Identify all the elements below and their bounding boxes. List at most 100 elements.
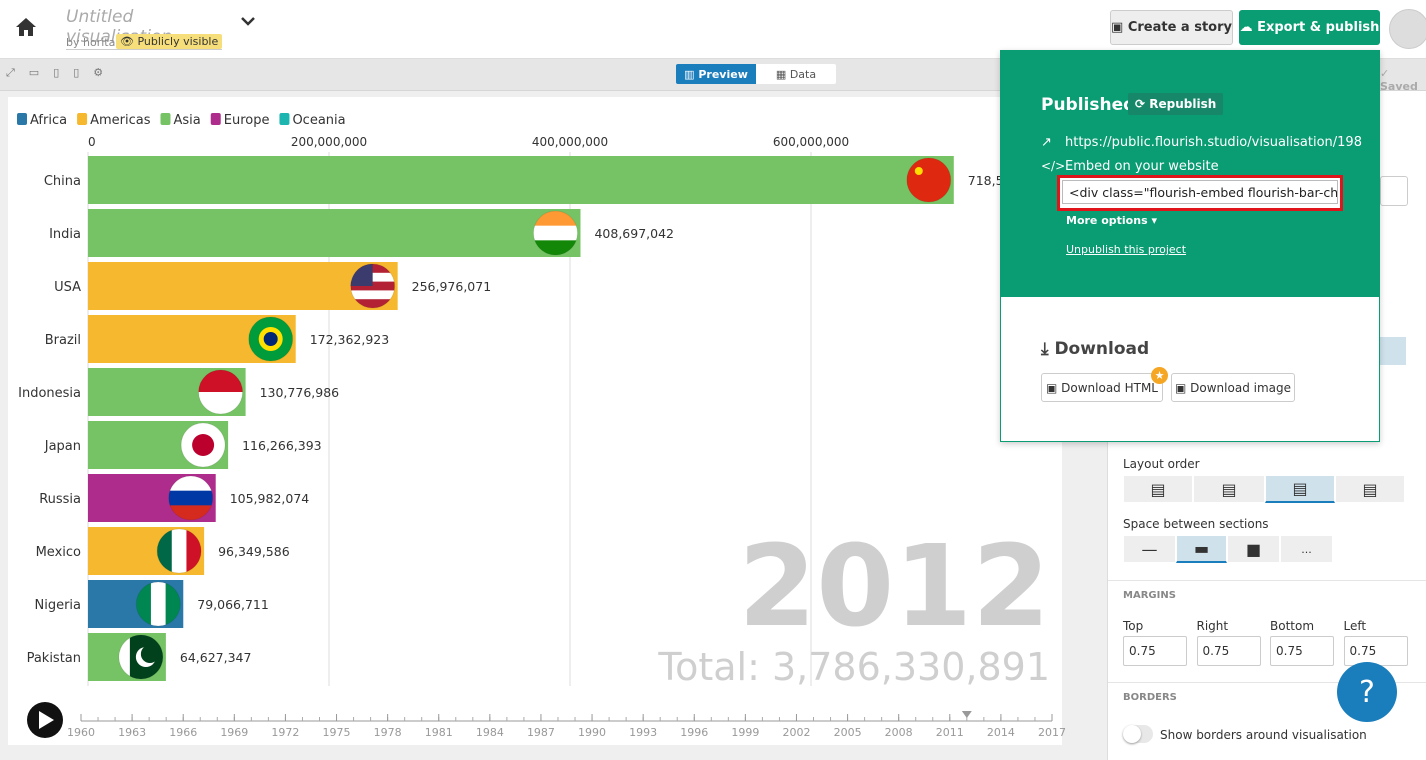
flag-border [168, 475, 214, 521]
value-label: 96,349,586 [218, 544, 290, 559]
flag-moon [140, 645, 159, 663]
margin-label: Right [1196, 619, 1229, 633]
download-html-text: Download HTML [1061, 380, 1158, 395]
flag-stripe [168, 505, 213, 520]
layout-option[interactable]: ▤ [1265, 475, 1335, 503]
timeline-tick-label: 1969 [220, 726, 248, 739]
preview-tab[interactable]: ▥ Preview [676, 64, 756, 84]
total-value: 3,786,330,891 [772, 645, 1050, 689]
margin-input[interactable]: 0.75 [1123, 636, 1187, 666]
y-tick-label: USA [54, 280, 81, 295]
unpublish-link[interactable]: Unpublish this project [1066, 243, 1187, 256]
y-tick-label: India [49, 227, 81, 242]
space-option[interactable]: — [1123, 535, 1176, 563]
help-button[interactable]: ? [1337, 662, 1397, 722]
y-tick-label: China [44, 174, 81, 189]
borders-toggle-label: Show borders around visualisation [1160, 728, 1367, 742]
flag-stripe [157, 529, 173, 573]
timeline-tick-label: 2008 [885, 726, 913, 739]
layout-option[interactable]: ▤ [1193, 475, 1265, 503]
export-text: Export & publish [1257, 20, 1380, 35]
layout-option[interactable]: ▤ [1335, 475, 1405, 503]
more-options[interactable]: More options ▾ [1066, 214, 1157, 227]
value-label: 79,066,711 [197, 597, 269, 612]
device-icons[interactable]: ⤢▭▯▯⚙ [6, 66, 118, 79]
play-button[interactable] [27, 702, 63, 738]
flag-stripe [136, 582, 152, 626]
flag-stripe [129, 635, 142, 679]
byline: by horita [66, 36, 116, 49]
timeline-tick-label: 1978 [374, 726, 402, 739]
y-tick-label: Japan [44, 439, 81, 454]
create-story-button[interactable]: ▣ Create a story [1110, 10, 1233, 45]
flag-border [906, 157, 952, 203]
flag-stripe [533, 225, 578, 241]
download-title-text: Download [1054, 339, 1150, 359]
flag-stripe [168, 490, 213, 506]
margins-title: MARGINS [1123, 590, 1176, 601]
flag-stripe [150, 582, 167, 626]
timeline-tick-label: 1981 [425, 726, 453, 739]
home-icon[interactable] [14, 16, 38, 38]
value-label: 172,362,923 [310, 332, 390, 347]
total-prefix: Total: [657, 645, 760, 689]
legend-swatch [210, 113, 221, 125]
highlight-box: <div class="flourish-embed flourish-bar-… [1057, 175, 1343, 211]
layout-option[interactable]: ▤ [1123, 475, 1193, 503]
borders-toggle[interactable] [1123, 725, 1153, 743]
timeline-marker[interactable] [961, 711, 972, 718]
timeline-tick-label: 1972 [271, 726, 299, 739]
select-box[interactable] [1380, 176, 1408, 206]
preview-text: Preview [698, 67, 748, 81]
value-label: 64,627,347 [180, 650, 252, 665]
flag-stripe [198, 392, 243, 414]
download-image-button[interactable]: ▣ Download image [1171, 373, 1295, 402]
flag-border [532, 210, 578, 256]
value-label: 116,266,393 [242, 438, 322, 453]
bar [88, 156, 954, 204]
download-html-button[interactable]: ▣ Download HTML [1041, 373, 1163, 402]
flag [248, 317, 293, 361]
republish-text: Republish [1149, 97, 1217, 111]
embed-label: Embed on your website [1065, 159, 1219, 174]
header: Untitled visualisation by horita 👁 Publi… [0, 0, 1426, 59]
value-label: 408,697,042 [594, 226, 674, 241]
flag-stripe [350, 290, 395, 300]
avatar[interactable] [1389, 9, 1426, 49]
flag [350, 264, 395, 308]
embed-code-input[interactable]: <div class="flourish-embed flourish-bar-… [1062, 180, 1338, 204]
bar [88, 262, 398, 310]
timeline-tick-label: 2011 [936, 726, 964, 739]
export-button[interactable]: ☁ Export & publish [1239, 10, 1380, 45]
republish-button[interactable]: ⟳ Republish [1128, 93, 1224, 115]
space-option[interactable]: ... [1280, 535, 1333, 563]
public-url[interactable]: https://public.flourish.studio/visualisa… [1065, 135, 1362, 150]
visibility-badge[interactable]: 👁 Publicly visible [116, 34, 223, 49]
legend-label: Americas [90, 113, 151, 128]
margin-input[interactable]: 0.75 [1270, 636, 1334, 666]
space-between-label: Space between sections [1123, 517, 1269, 531]
data-tab[interactable]: ▦ Data [756, 64, 836, 84]
timeline-tick-label: 1984 [476, 726, 504, 739]
timeline-tick-label: 1987 [527, 726, 555, 739]
publish-popup: Published ⟳ Republish ↗ https://public.f… [1000, 50, 1380, 442]
margin-input[interactable]: 0.75 [1196, 636, 1261, 666]
saved-text: Saved [1380, 80, 1418, 93]
selected-option[interactable] [1380, 337, 1406, 365]
legend-swatch [77, 113, 88, 125]
flag-stripe [533, 211, 578, 227]
flag-stripe [350, 299, 395, 308]
download-title: ⤓ Download [1041, 339, 1150, 359]
y-tick-label: Mexico [36, 545, 81, 560]
flag [136, 582, 181, 626]
value-label: 105,982,074 [230, 491, 310, 506]
value-label: 718,5 [968, 173, 1004, 188]
margin-label: Top [1123, 619, 1144, 633]
space-option[interactable]: ■ [1227, 535, 1280, 563]
title-dropdown[interactable] [240, 14, 256, 28]
space-option[interactable]: ▬ [1176, 535, 1227, 563]
flag-dot [192, 434, 215, 456]
margin-input[interactable]: 0.75 [1343, 636, 1408, 666]
flag [157, 529, 202, 573]
